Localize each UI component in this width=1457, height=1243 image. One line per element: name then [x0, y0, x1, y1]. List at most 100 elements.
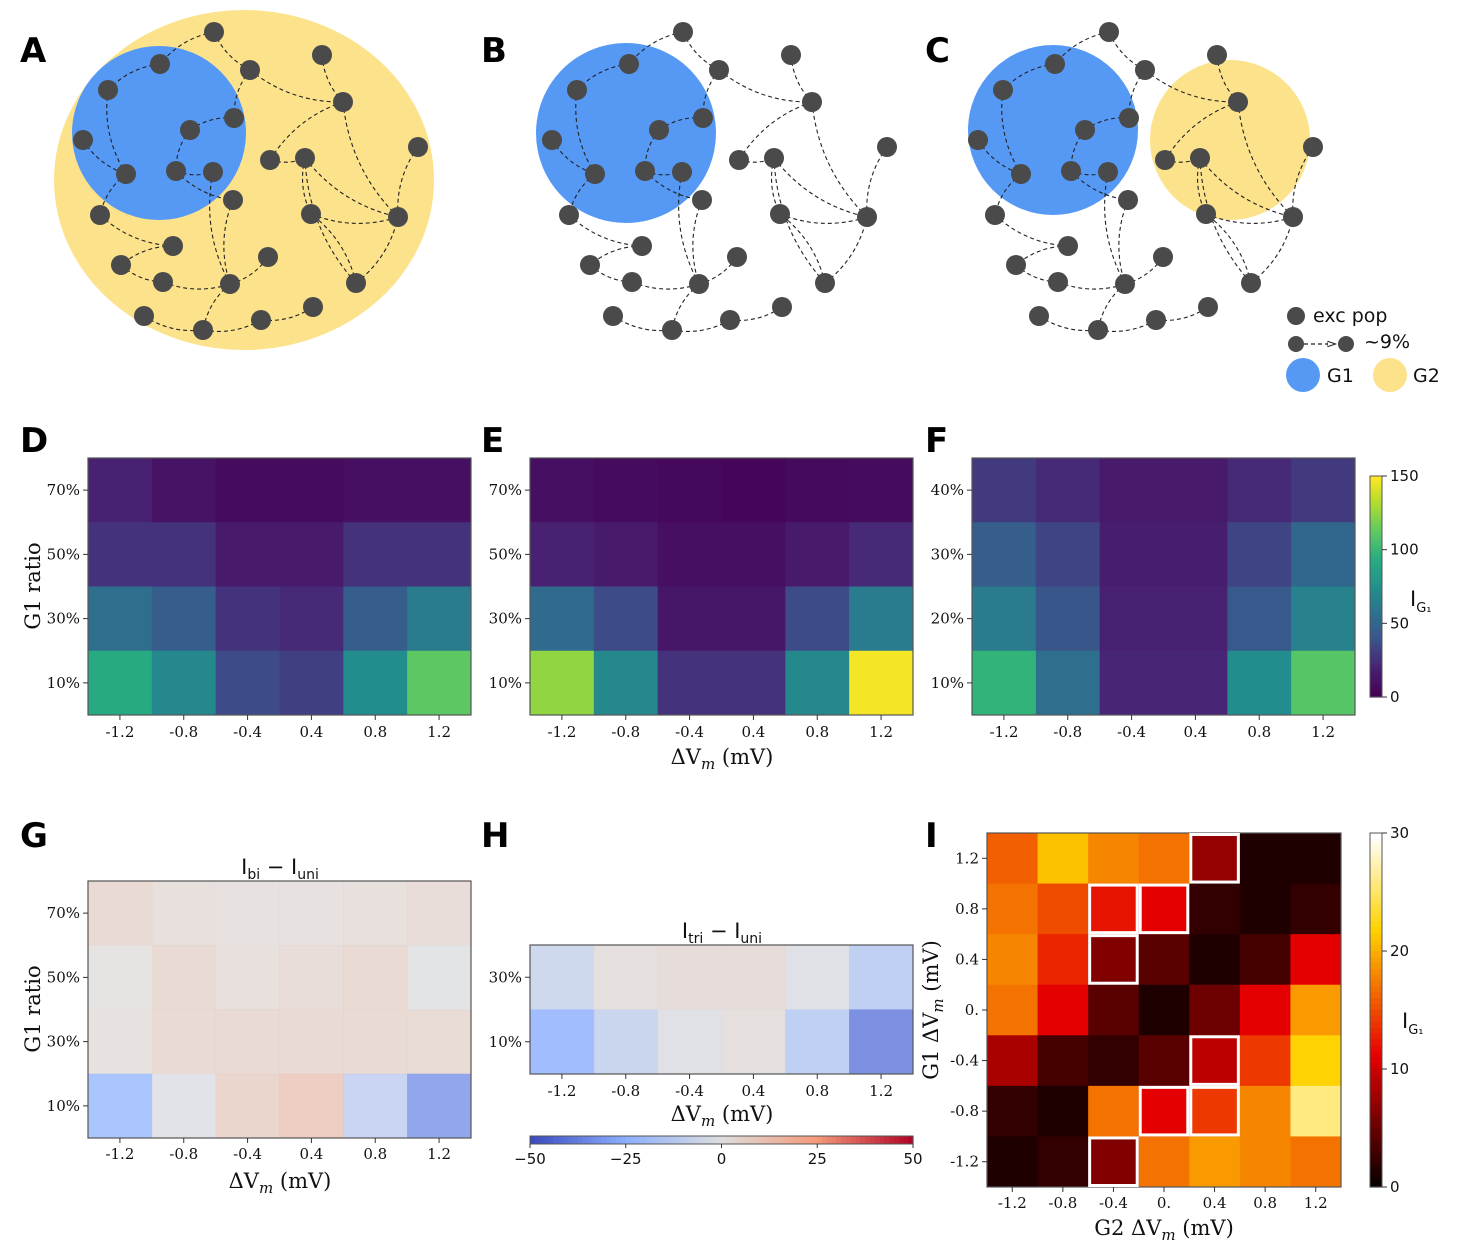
colorbar-tick-label: 0 [1390, 688, 1400, 706]
colorbar-segment [1370, 998, 1382, 1005]
connection [107, 63, 161, 91]
colorbar-segment [601, 1136, 608, 1144]
neuron [1196, 204, 1216, 224]
heatmap-cell [407, 1009, 472, 1075]
colorbar-segment [1370, 1169, 1382, 1176]
x-tick-label: -0.8 [169, 1145, 198, 1163]
heatmap-cell [343, 1009, 408, 1075]
colorbar-segment [1370, 1157, 1382, 1164]
colorbar-segment [1370, 516, 1382, 521]
heatmap-frame [87, 457, 472, 716]
colorbar-segment [1370, 494, 1382, 499]
colorbar-segment [582, 1136, 589, 1144]
heatmap-cell [1239, 833, 1291, 885]
colorbar-segment [1370, 531, 1382, 536]
connection [209, 171, 231, 285]
heatmap-cell [1037, 883, 1089, 935]
y-tick-label: 10% [47, 674, 80, 692]
heatmap-cell [343, 881, 408, 946]
colorbar-segment [1370, 682, 1382, 687]
x-tick-label: 0.4 [299, 1145, 323, 1163]
heatmap-cell [1138, 833, 1190, 885]
connection [202, 319, 262, 332]
colorbar-segment [659, 1136, 665, 1144]
heatmap-cell [1138, 1035, 1190, 1087]
heatmap-cell [721, 522, 786, 587]
neuron [260, 150, 280, 170]
neuron [258, 247, 278, 267]
colorbar-segment [1370, 980, 1382, 987]
neuron [673, 22, 693, 42]
colorbar-segment [1370, 608, 1382, 613]
colorbar-tick-label: 150 [1390, 467, 1419, 485]
colorbar-segment [1370, 939, 1382, 946]
heatmap-cell [1239, 883, 1291, 935]
connection [692, 199, 703, 285]
colorbar-segment [1370, 1116, 1382, 1123]
heatmap-cell [1290, 934, 1342, 986]
colorbar-segment [1370, 560, 1382, 565]
highlighted-cell [1189, 1035, 1240, 1086]
heatmap-cell [407, 586, 472, 652]
colorbar-segment [903, 1136, 909, 1144]
colorbar-segment [1370, 927, 1382, 934]
neuron [312, 45, 332, 65]
neuron [649, 120, 669, 140]
heatmap-cell [151, 586, 217, 652]
x-tick-label: 1.2 [1304, 1194, 1328, 1212]
heatmap-cell [343, 650, 408, 716]
colorbar-segment [1370, 1175, 1382, 1182]
connection [304, 157, 357, 284]
colorbar-segment [558, 1136, 565, 1144]
connection [994, 214, 1069, 247]
colorbar-segment [635, 1136, 641, 1144]
heatmap-frame [971, 457, 1356, 716]
heatmap-cell [88, 881, 153, 946]
colorbar-segment [798, 1136, 804, 1144]
y-tick-label: 1.2 [955, 849, 979, 867]
connection [1199, 157, 1294, 218]
colorbar-tick-label: 100 [1390, 541, 1419, 559]
neuron [709, 60, 729, 80]
heatmap-cell [593, 458, 659, 523]
colorbar-segment [1370, 501, 1382, 507]
colorbar-segment [1370, 549, 1382, 554]
heatmap-cell [215, 1073, 280, 1139]
heatmap-cell [407, 650, 472, 716]
colorbar-segment [884, 1136, 890, 1144]
y-tick-label: 0. [965, 1001, 979, 1019]
y-tick-label: 70% [47, 481, 80, 499]
neuron [770, 204, 790, 224]
heatmap-cell [279, 458, 344, 523]
y-tick-label: 10% [489, 674, 522, 692]
neuron [692, 190, 712, 210]
connection [1057, 281, 1126, 290]
colorbar-segment [1370, 479, 1382, 484]
heatmap-cell [343, 945, 408, 1010]
neuron [240, 60, 260, 80]
heatmap-cell [1088, 1136, 1140, 1188]
heatmap-cell [88, 945, 153, 1010]
colorbar-segment [1370, 582, 1382, 588]
colorbar-tick-label: 30 [1390, 824, 1409, 842]
colorbar-segment [1370, 693, 1382, 698]
colorbar-viridis-label: IG₁ [1410, 587, 1432, 616]
colorbar-segment [726, 1136, 732, 1144]
colorbar-segment [568, 1136, 574, 1144]
colorbar-segment [1370, 1015, 1382, 1023]
x-tick-label: -0.8 [1053, 723, 1082, 741]
heatmap-cell [987, 1035, 1039, 1087]
x-tick-label: -0.4 [675, 723, 704, 741]
heatmap-cell [849, 650, 914, 716]
connection [397, 146, 419, 218]
heatmap-cell [593, 945, 659, 1010]
heatmap-cell [151, 650, 217, 716]
neuron [134, 306, 154, 326]
neuron [301, 204, 321, 224]
colorbar-segment [664, 1136, 670, 1144]
colorbar-segment [1370, 1151, 1382, 1159]
colorbar-segment [1370, 689, 1382, 694]
highlighted-cell [1138, 1085, 1190, 1137]
heatmap-cell [785, 650, 850, 716]
